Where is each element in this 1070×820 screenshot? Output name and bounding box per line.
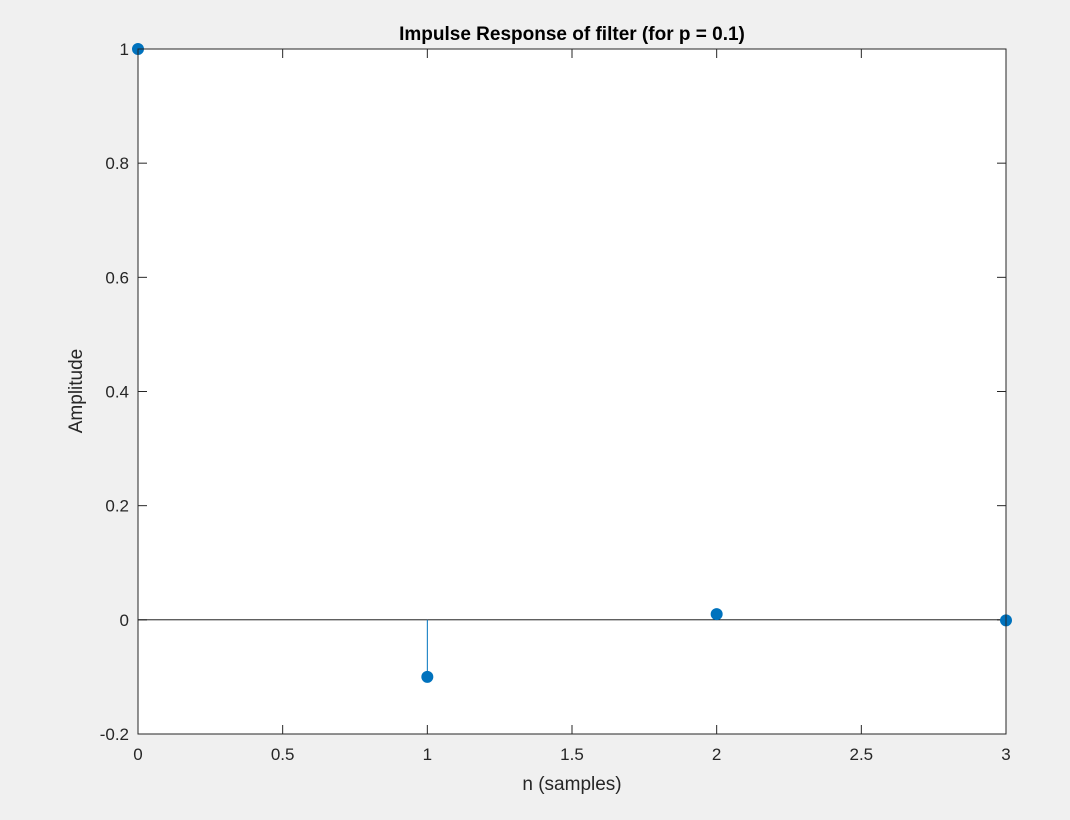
axes-box <box>137 48 1007 735</box>
y-tick-label: 0.6 <box>105 268 129 287</box>
y-axis-title: Amplitude <box>66 349 87 434</box>
y-tick-label: 1 <box>120 40 129 59</box>
stem-marker <box>710 608 723 621</box>
y-tick-label: 0.4 <box>105 383 129 402</box>
x-tick-label: 3 <box>1001 745 1010 764</box>
x-axis-title: n (samples) <box>522 774 621 795</box>
x-tick-label: 2.5 <box>850 745 874 764</box>
x-tick-label: 1 <box>423 745 432 764</box>
x-tick-label: 0 <box>133 745 142 764</box>
x-tick-label: 0.5 <box>271 745 295 764</box>
stem-marker <box>421 670 434 683</box>
axes-background <box>138 49 1006 734</box>
y-tick-label: 0.2 <box>105 497 129 516</box>
y-tick-label: 0.8 <box>105 154 129 173</box>
chart-title: Impulse Response of filter (for p = 0.1) <box>399 24 745 45</box>
x-tick-label: 1.5 <box>560 745 584 764</box>
y-tick-label: -0.2 <box>100 725 129 744</box>
ticks-layer: 0 0.5 1 1.5 2 2.5 3-0.200.20.40.60.81 <box>100 40 1011 764</box>
x-tick-label: 2 <box>712 745 721 764</box>
y-tick-label: 0 <box>120 611 129 630</box>
